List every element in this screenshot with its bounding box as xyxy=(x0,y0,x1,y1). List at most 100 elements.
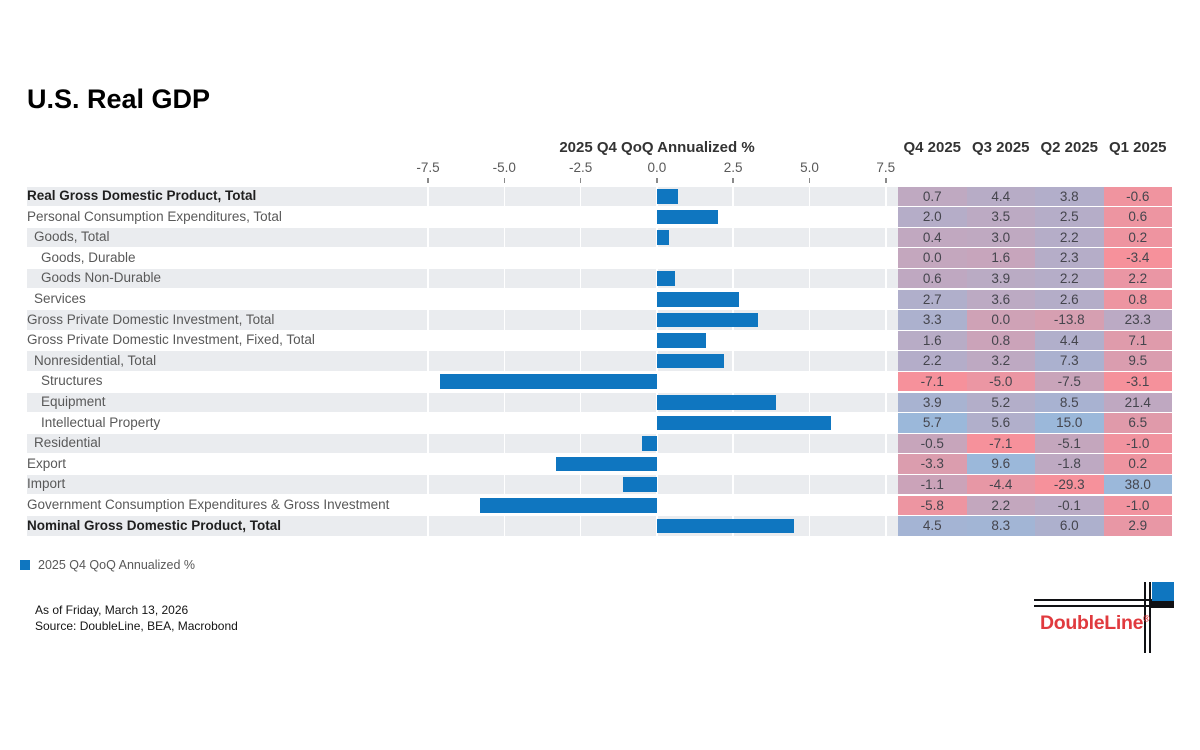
axis-tick-icon xyxy=(885,178,887,183)
heat-cell: 2.9 xyxy=(1103,516,1172,536)
as-of-date: As of Friday, March 13, 2026 xyxy=(35,603,189,617)
axis-tick-icon xyxy=(503,178,506,183)
table-row: Equipment 3.9 5.2 8.5 21.4 xyxy=(27,392,1172,413)
table-row: Gross Private Domestic Investment, Fixed… xyxy=(27,330,1172,351)
heat-cell: -3.3 xyxy=(898,454,967,474)
gdp-table-and-bars: Real Gross Domestic Product, Total 0.7 4.4… xyxy=(27,186,1172,537)
gridline xyxy=(427,186,429,537)
row-label: Gross Private Domestic Investment, Total xyxy=(27,311,275,327)
column-header: Q3 2025 xyxy=(971,139,1030,156)
page-title: U.S. Real GDP xyxy=(27,84,211,114)
column-header: Q2 2025 xyxy=(1040,139,1099,156)
heat-cell: 21.4 xyxy=(1103,392,1172,413)
heat-cell: 0.6 xyxy=(1103,207,1172,227)
heat-cell: 5.7 xyxy=(898,413,967,433)
table-row: Export -3.3 9.6 -1.8 0.2 xyxy=(27,454,1172,475)
axis-tick-icon xyxy=(732,178,734,183)
table-row: Goods, Total 0.4 3.0 2.2 0.2 xyxy=(27,227,1172,248)
heat-cell: 3.0 xyxy=(966,227,1035,248)
heat-cell: 4.4 xyxy=(1035,330,1104,351)
row-stripe xyxy=(27,474,898,495)
heat-cell: 0.0 xyxy=(898,248,967,268)
heat-cell: 2.7 xyxy=(898,289,967,310)
heat-cell: 15.0 xyxy=(1035,413,1104,433)
bar xyxy=(656,209,718,225)
bar xyxy=(656,415,831,431)
logo-wordmark: DoubleLine® xyxy=(1040,612,1150,634)
heat-cell: 7.1 xyxy=(1103,330,1172,351)
bar xyxy=(440,374,657,389)
heat-cell: -0.5 xyxy=(898,433,967,454)
axis-tick-label: -7.5 xyxy=(416,160,440,175)
source-note: Source: DoubleLine, BEA, Macrobond xyxy=(35,619,238,633)
heat-cell: -29.3 xyxy=(1035,474,1104,495)
table-row: Gross Private Domestic Investment, Total… xyxy=(27,310,1172,331)
table-row: Structures -7.1 -5.0 -7.5 -3.1 xyxy=(27,371,1172,392)
heat-cell: -7.1 xyxy=(966,433,1035,454)
logo-intersection-block-icon xyxy=(1150,599,1174,608)
table-row: Goods, Durable 0.0 1.6 2.3 -3.4 xyxy=(27,248,1172,269)
heat-cell: 3.3 xyxy=(898,310,967,330)
heat-cell: -5.8 xyxy=(898,495,967,516)
heat-cell: 0.2 xyxy=(1103,454,1172,474)
row-stripe xyxy=(27,227,898,248)
heat-cell: -3.1 xyxy=(1103,371,1172,392)
heat-cell: -1.0 xyxy=(1103,433,1172,454)
row-label: Gross Private Domestic Investment, Fixed… xyxy=(27,332,315,348)
heat-cell: 0.8 xyxy=(1103,289,1172,310)
heat-cell: -4.4 xyxy=(966,474,1035,495)
bar xyxy=(656,353,725,369)
legend: 2025 Q4 QoQ Annualized % xyxy=(20,558,195,572)
row-label: Intellectual Property xyxy=(41,414,161,430)
bar xyxy=(623,477,657,492)
heat-cell: 0.8 xyxy=(966,330,1035,351)
heat-cell: 8.5 xyxy=(1035,392,1104,413)
row-stripe xyxy=(27,268,898,289)
bar xyxy=(656,189,679,204)
heat-cell: 0.2 xyxy=(1103,227,1172,248)
bar xyxy=(656,271,676,286)
bar xyxy=(656,292,740,307)
heat-cell: 4.5 xyxy=(898,516,967,536)
heat-cell: 3.5 xyxy=(966,207,1035,227)
row-label: Export xyxy=(27,455,67,471)
row-label: Real Gross Domestic Product, Total xyxy=(27,188,257,203)
heat-cell: -1.0 xyxy=(1103,495,1172,516)
heat-cell: 38.0 xyxy=(1103,474,1172,495)
bar xyxy=(656,312,758,328)
bar xyxy=(556,456,657,472)
logo-vertical-line-icon xyxy=(1148,582,1151,653)
heat-cell: 8.3 xyxy=(966,516,1035,536)
logo-horizontal-line-icon xyxy=(1034,604,1173,607)
axis-tick-icon xyxy=(808,178,811,183)
footer: As of Friday, March 13, 2026 Source: Dou… xyxy=(35,602,238,634)
axis-tick-label: 7.5 xyxy=(876,160,896,175)
heat-cell: -0.1 xyxy=(1035,495,1104,516)
row-label: Import xyxy=(27,476,66,492)
legend-swatch-icon xyxy=(20,560,30,570)
axis-title: 2025 Q4 QoQ Annualized % xyxy=(559,139,755,156)
row-label: Nonresidential, Total xyxy=(34,352,157,368)
heat-cell: -7.5 xyxy=(1035,371,1104,392)
heat-cell: 3.9 xyxy=(898,392,967,413)
heat-cell: 2.2 xyxy=(898,351,967,371)
bar xyxy=(479,498,657,513)
gridline xyxy=(808,186,811,537)
heat-cell: 2.2 xyxy=(1035,268,1104,289)
gridline xyxy=(885,186,887,537)
axis-tick-icon xyxy=(656,178,658,183)
bar xyxy=(656,230,670,245)
heat-cell: -5.0 xyxy=(966,371,1035,392)
heat-cell: 1.6 xyxy=(898,330,967,351)
heat-cell: -5.1 xyxy=(1035,433,1104,454)
row-label: Goods Non-Durable xyxy=(41,270,162,286)
bar xyxy=(656,395,776,410)
heat-cell: 6.5 xyxy=(1103,413,1172,433)
heat-cell: 1.6 xyxy=(966,248,1035,268)
table-row: Services 2.7 3.6 2.6 0.8 xyxy=(27,289,1172,310)
heat-cell: 2.2 xyxy=(966,495,1035,516)
heat-cell: 0.4 xyxy=(898,227,967,248)
heat-cell: 2.6 xyxy=(1035,289,1104,310)
heat-cell: -7.1 xyxy=(898,371,967,392)
